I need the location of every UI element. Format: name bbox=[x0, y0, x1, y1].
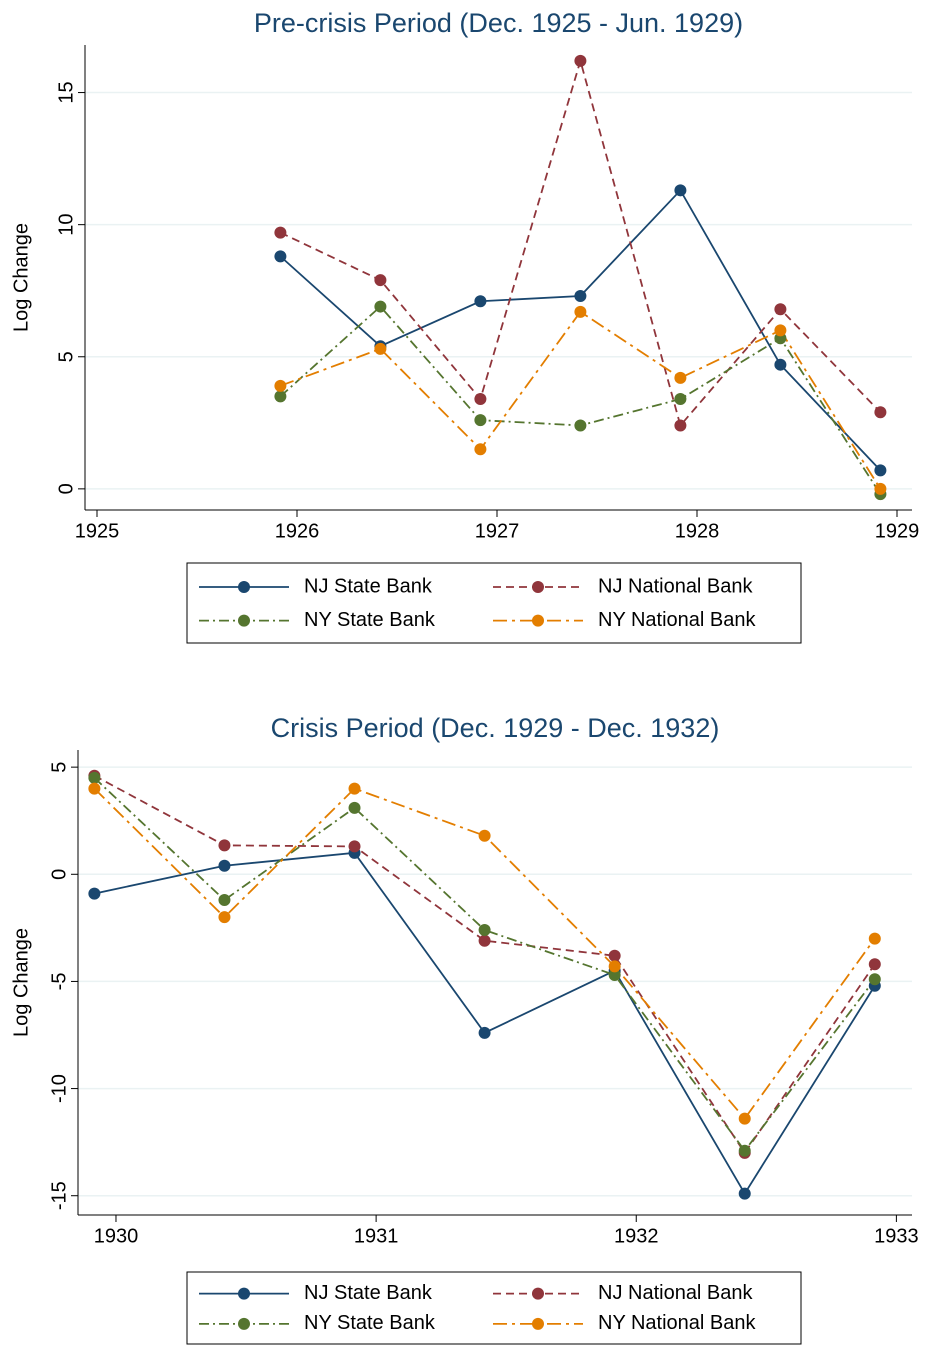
legend-label: NY National Bank bbox=[598, 1312, 757, 1334]
y-tick-label: 0 bbox=[55, 483, 77, 494]
point bbox=[868, 973, 881, 986]
point bbox=[608, 969, 621, 981]
legend-label: NY State Bank bbox=[304, 609, 436, 631]
y-axis-label: Log Change bbox=[10, 223, 32, 332]
y-tick-label: 5 bbox=[55, 351, 77, 362]
point bbox=[738, 1112, 751, 1125]
point bbox=[218, 911, 231, 924]
legend-label: NJ National Bank bbox=[598, 1282, 754, 1304]
x-tick-label: 1926 bbox=[275, 520, 320, 542]
legend-label: NY State Bank bbox=[304, 1312, 436, 1334]
legend-marker bbox=[238, 581, 250, 593]
y-tick-label: -5 bbox=[48, 973, 70, 991]
y-tick-label: 5 bbox=[48, 762, 70, 773]
point bbox=[374, 300, 387, 313]
point bbox=[348, 782, 361, 795]
point bbox=[348, 801, 361, 814]
point bbox=[674, 371, 687, 384]
point bbox=[478, 829, 491, 842]
point bbox=[88, 887, 101, 900]
point bbox=[738, 1187, 751, 1200]
point bbox=[474, 295, 487, 308]
point bbox=[674, 419, 687, 432]
point bbox=[88, 771, 101, 784]
point bbox=[218, 859, 231, 872]
series-line bbox=[280, 57, 882, 428]
point bbox=[274, 390, 287, 403]
legend-box bbox=[186, 1271, 802, 1345]
legend-label: NJ National Bank bbox=[598, 575, 754, 597]
point bbox=[774, 324, 787, 337]
legend-marker bbox=[238, 614, 250, 627]
chart-title: Pre-crisis Period (Dec. 1925 - Jun. 1929… bbox=[254, 8, 743, 38]
point bbox=[574, 289, 587, 302]
x-tick-label: 1932 bbox=[614, 1225, 659, 1247]
legend-marker bbox=[238, 1317, 250, 1330]
point bbox=[88, 782, 101, 795]
legend-marker bbox=[532, 1317, 544, 1330]
point bbox=[874, 406, 887, 419]
x-tick-label: 1925 bbox=[75, 520, 120, 542]
x-tick-label: 1931 bbox=[354, 1225, 399, 1247]
point bbox=[868, 932, 881, 945]
legend-marker bbox=[532, 1287, 544, 1300]
point bbox=[574, 54, 587, 67]
point bbox=[774, 303, 787, 316]
x-tick-label: 1929 bbox=[875, 520, 920, 542]
chart-title: Crisis Period (Dec. 1929 - Dec. 1932) bbox=[271, 713, 720, 743]
point bbox=[874, 482, 887, 495]
legend-label: NJ State Bank bbox=[304, 1282, 433, 1304]
point bbox=[374, 342, 387, 355]
series-line bbox=[279, 305, 882, 495]
point bbox=[348, 840, 361, 853]
legend-marker bbox=[532, 581, 544, 593]
y-tick-label: 0 bbox=[48, 869, 70, 880]
point bbox=[874, 464, 887, 477]
point bbox=[218, 894, 231, 906]
point bbox=[274, 226, 287, 239]
point bbox=[218, 839, 231, 852]
x-tick-label: 1927 bbox=[475, 520, 520, 542]
point bbox=[608, 960, 621, 973]
point bbox=[868, 958, 881, 971]
x-tick-label: 1933 bbox=[874, 1225, 919, 1247]
point bbox=[274, 250, 287, 263]
point bbox=[478, 924, 491, 936]
legend-label: NJ State Bank bbox=[304, 575, 433, 597]
legend-box bbox=[186, 562, 802, 644]
point bbox=[374, 274, 387, 287]
point bbox=[474, 443, 487, 456]
point bbox=[474, 414, 487, 427]
point bbox=[478, 934, 491, 947]
y-tick-label: 15 bbox=[55, 81, 77, 103]
y-tick-label: -15 bbox=[48, 1181, 70, 1210]
point bbox=[274, 379, 287, 392]
point bbox=[478, 1026, 491, 1039]
y-tick-label: 10 bbox=[55, 214, 77, 236]
legend-label: NY National Bank bbox=[598, 609, 757, 631]
point bbox=[674, 184, 687, 197]
x-tick-label: 1930 bbox=[94, 1225, 139, 1247]
legend-marker bbox=[532, 614, 544, 627]
point bbox=[674, 393, 687, 406]
point bbox=[574, 305, 587, 318]
point bbox=[574, 419, 587, 432]
legend-marker bbox=[238, 1287, 250, 1300]
point bbox=[474, 393, 487, 406]
y-axis-label: Log Change bbox=[10, 928, 32, 1037]
point bbox=[608, 949, 621, 962]
y-tick-label: -10 bbox=[48, 1074, 70, 1103]
point bbox=[738, 1144, 751, 1157]
point bbox=[774, 358, 787, 371]
x-tick-label: 1928 bbox=[675, 520, 720, 542]
